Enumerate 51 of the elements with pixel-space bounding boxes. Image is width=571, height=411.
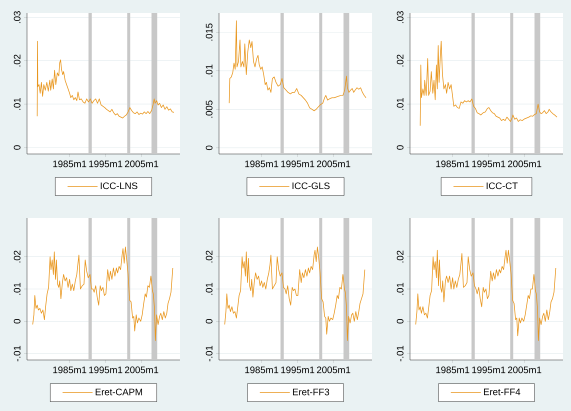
y-tick-label: .01 <box>206 282 212 295</box>
y-tick-label: 0 <box>14 145 20 150</box>
x-tick-label: 1985m1 <box>53 160 86 168</box>
x-tick-label: 1985m1 <box>436 366 470 374</box>
y-tick-label: 0 <box>14 319 20 324</box>
y-tick-label: 0 <box>396 145 404 150</box>
x-tick-label: 1995m1 <box>281 366 314 374</box>
x-tick-label: 2005m1 <box>508 366 542 374</box>
y-tick-label: .02 <box>206 250 212 262</box>
y-tick-label: .01 <box>396 98 404 110</box>
legend-label: ICC-LNS <box>100 182 138 190</box>
y-tick-label: .01 <box>14 98 20 110</box>
y-tick-label: .02 <box>396 250 404 262</box>
x-tick-label: 1985m1 <box>245 366 278 374</box>
y-tick-label: .02 <box>14 54 20 66</box>
legend-label: Eret-FF4 <box>484 388 520 396</box>
x-tick-label: 1985m1 <box>53 366 86 374</box>
legend-label: Eret-CAPM <box>96 388 142 396</box>
x-tick-label: 2005m1 <box>316 160 350 168</box>
line-series <box>224 246 366 342</box>
x-tick-label: 2005m1 <box>316 366 350 374</box>
y-tick-label: .015 <box>206 23 212 41</box>
y-tick-label: -.01 <box>14 346 20 362</box>
y-tick-label: .01 <box>206 64 212 77</box>
y-tick-label: -.01 <box>206 346 212 362</box>
x-tick-label: 1995m1 <box>89 160 122 168</box>
x-tick-label: 1995m1 <box>89 366 122 374</box>
legend-label: ICC-GLS <box>292 182 330 190</box>
y-tick-label: .005 <box>206 100 212 118</box>
x-tick-label: 2005m1 <box>124 366 158 374</box>
y-tick-label: .02 <box>396 54 404 66</box>
y-tick-label: .03 <box>14 11 20 24</box>
x-tick-label: 2005m1 <box>124 160 158 168</box>
y-tick-label: 0 <box>206 146 212 150</box>
y-tick-label: .01 <box>14 282 20 295</box>
x-tick-label: 1995m1 <box>472 366 506 374</box>
x-tick-label: 1995m1 <box>472 160 506 168</box>
x-tick-label: 1995m1 <box>281 160 314 168</box>
line-series <box>32 246 174 342</box>
legend-label: ICC-CT <box>486 182 518 190</box>
y-tick-label: 0 <box>206 319 212 324</box>
y-tick-label: -.01 <box>396 346 404 362</box>
y-tick-label: .02 <box>14 250 20 262</box>
y-tick-label: .01 <box>396 282 404 295</box>
legend-label: Eret-FF3 <box>292 388 330 396</box>
x-tick-label: 1985m1 <box>245 160 278 168</box>
x-tick-label: 2005m1 <box>508 160 542 168</box>
y-tick-label: .03 <box>396 11 404 24</box>
line-series <box>415 250 556 342</box>
x-tick-label: 1985m1 <box>436 160 470 168</box>
y-tick-label: 0 <box>396 319 404 324</box>
